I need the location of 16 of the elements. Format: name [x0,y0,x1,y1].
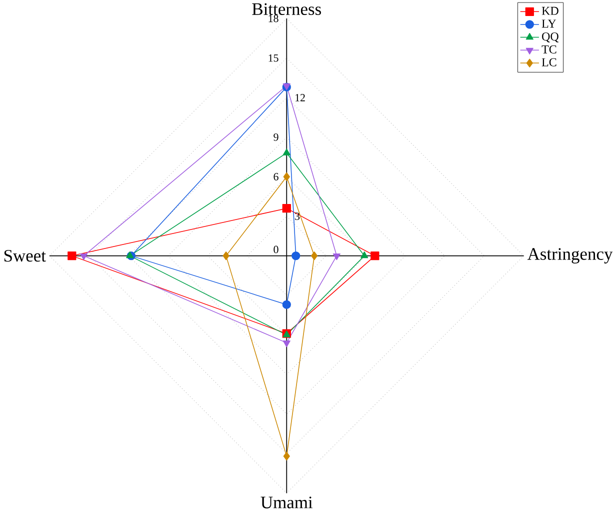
y-tick-label: 6 [274,173,278,181]
y-tick-label: 9 [274,134,278,142]
y-tick-label: 12 [295,94,305,102]
y-tick-label: 15 [268,54,278,62]
legend-label: KD [542,7,558,15]
spoke-label: Umami [260,496,313,509]
spoke-label: Sweet [4,250,46,262]
y-tick-label: 0 [274,246,278,254]
spoke-label: Bitterness [252,3,321,16]
y-tick-label: 18 [268,15,278,22]
legend-label: TC [542,46,556,54]
spoke-label: Astringency [527,248,613,264]
legend-label: LC [542,58,556,67]
legend-label: QQ [542,32,559,43]
y-tick-label: 3 [295,212,300,220]
legend-label: LY [542,20,556,28]
